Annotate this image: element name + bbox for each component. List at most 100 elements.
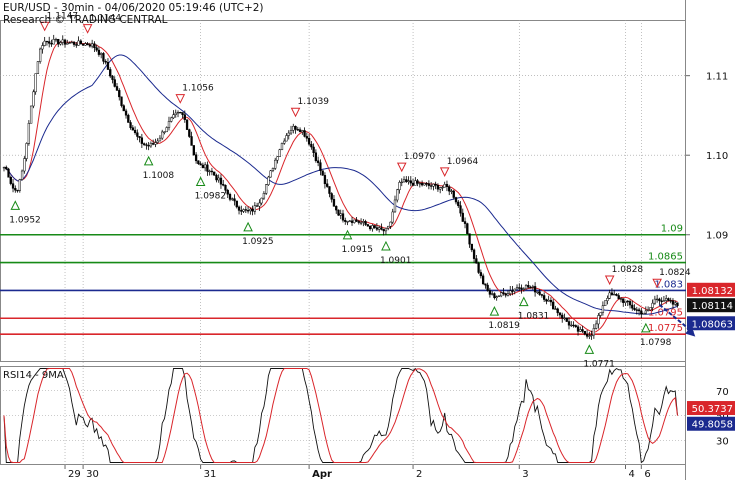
candle-body xyxy=(500,292,503,297)
candle-body xyxy=(450,190,453,193)
candle-body xyxy=(156,140,159,143)
price-panel-frame xyxy=(0,20,686,362)
candle-body xyxy=(619,298,623,300)
candle-body xyxy=(556,308,559,314)
time-tick-label: Apr xyxy=(312,469,332,480)
candle-body xyxy=(197,160,200,164)
level-label: 1.083 xyxy=(654,279,683,290)
candle-body xyxy=(48,41,51,44)
pivot-high-marker xyxy=(39,21,50,32)
candle-body xyxy=(371,225,374,230)
candle-body xyxy=(597,315,600,325)
candle-body xyxy=(262,193,266,199)
candle-body xyxy=(233,198,236,202)
candle-body xyxy=(436,185,440,190)
candle-body xyxy=(267,176,270,185)
pivot-low-label: 1.0771 xyxy=(583,359,615,369)
candle-body xyxy=(235,200,238,208)
candle-body xyxy=(457,201,460,206)
candle-body xyxy=(635,309,638,311)
candle-body xyxy=(307,138,311,145)
candle-body xyxy=(622,298,625,303)
candle-body xyxy=(542,295,546,300)
pivot-low-label: 1.0925 xyxy=(242,237,274,247)
candle-body xyxy=(113,79,116,87)
candle-body xyxy=(81,43,85,46)
candle-body xyxy=(52,39,55,45)
pivot-high-label: 1.0824 xyxy=(659,268,691,278)
price-tick-label: 1.11 xyxy=(706,72,728,83)
candle-body xyxy=(274,159,277,169)
pivot-low-marker xyxy=(195,176,206,187)
candle-body xyxy=(633,307,636,310)
candle-body xyxy=(124,110,128,116)
candle-body xyxy=(570,324,573,327)
candle-body xyxy=(615,293,618,296)
candle-body xyxy=(285,135,288,142)
candle-body xyxy=(77,40,80,46)
candle-body xyxy=(9,176,12,184)
price-tick-label: 1.10 xyxy=(706,151,728,162)
candle-body xyxy=(328,186,331,194)
candle-body xyxy=(506,293,510,296)
candle-body xyxy=(644,310,647,314)
candle-body xyxy=(583,330,586,335)
candle-body xyxy=(70,41,73,44)
candle-body xyxy=(237,206,241,211)
candle-body xyxy=(359,222,363,224)
candle-body xyxy=(138,136,141,138)
candle-body xyxy=(378,227,381,230)
candle-body xyxy=(445,184,449,187)
candle-body xyxy=(203,164,207,169)
candle-body xyxy=(515,287,519,290)
candle-body xyxy=(558,312,562,316)
candle-body xyxy=(579,329,582,332)
candle-body xyxy=(145,144,148,146)
level-label: 1.0795 xyxy=(648,307,683,318)
candle-body xyxy=(533,286,537,293)
candle-body xyxy=(283,140,286,144)
candle-body xyxy=(217,177,220,181)
candle-body xyxy=(249,208,252,212)
candle-body xyxy=(674,302,677,305)
pivot-high-marker xyxy=(175,94,186,104)
candle-body xyxy=(366,224,370,227)
candle-body xyxy=(425,183,428,185)
candle-body xyxy=(373,225,376,228)
pivot-low-marker xyxy=(243,221,253,232)
candle-body xyxy=(344,219,347,222)
candle-body xyxy=(477,263,480,273)
candle-body xyxy=(466,223,469,234)
candle-body xyxy=(45,40,49,43)
pivot-low-marker xyxy=(641,322,651,333)
candle-body xyxy=(547,299,550,302)
candle-body xyxy=(310,143,313,148)
candle-body xyxy=(246,210,250,212)
candle-body xyxy=(393,199,397,213)
candle-body xyxy=(642,312,645,315)
candle-body xyxy=(405,179,408,182)
candle-body xyxy=(179,111,182,114)
time-tick-label: 6 xyxy=(644,469,650,480)
candle-body xyxy=(640,310,643,315)
candle-body xyxy=(32,91,35,107)
candle-body xyxy=(418,182,421,185)
candle-body xyxy=(416,180,419,184)
candle-body xyxy=(255,205,259,207)
candle-body xyxy=(574,325,577,328)
candle-body xyxy=(396,189,399,201)
candle-body xyxy=(357,221,360,223)
candle-body xyxy=(111,75,114,80)
candle-body xyxy=(540,294,544,296)
candle-body xyxy=(572,324,575,327)
candle-body xyxy=(289,130,293,134)
candle-body xyxy=(93,43,96,49)
candle-body xyxy=(459,205,462,214)
candle-body xyxy=(210,170,214,173)
candle-body xyxy=(215,174,218,181)
pivot-low-marker xyxy=(489,306,500,316)
candle-body xyxy=(497,295,501,297)
candle-body xyxy=(581,329,584,332)
candle-body xyxy=(348,220,351,222)
